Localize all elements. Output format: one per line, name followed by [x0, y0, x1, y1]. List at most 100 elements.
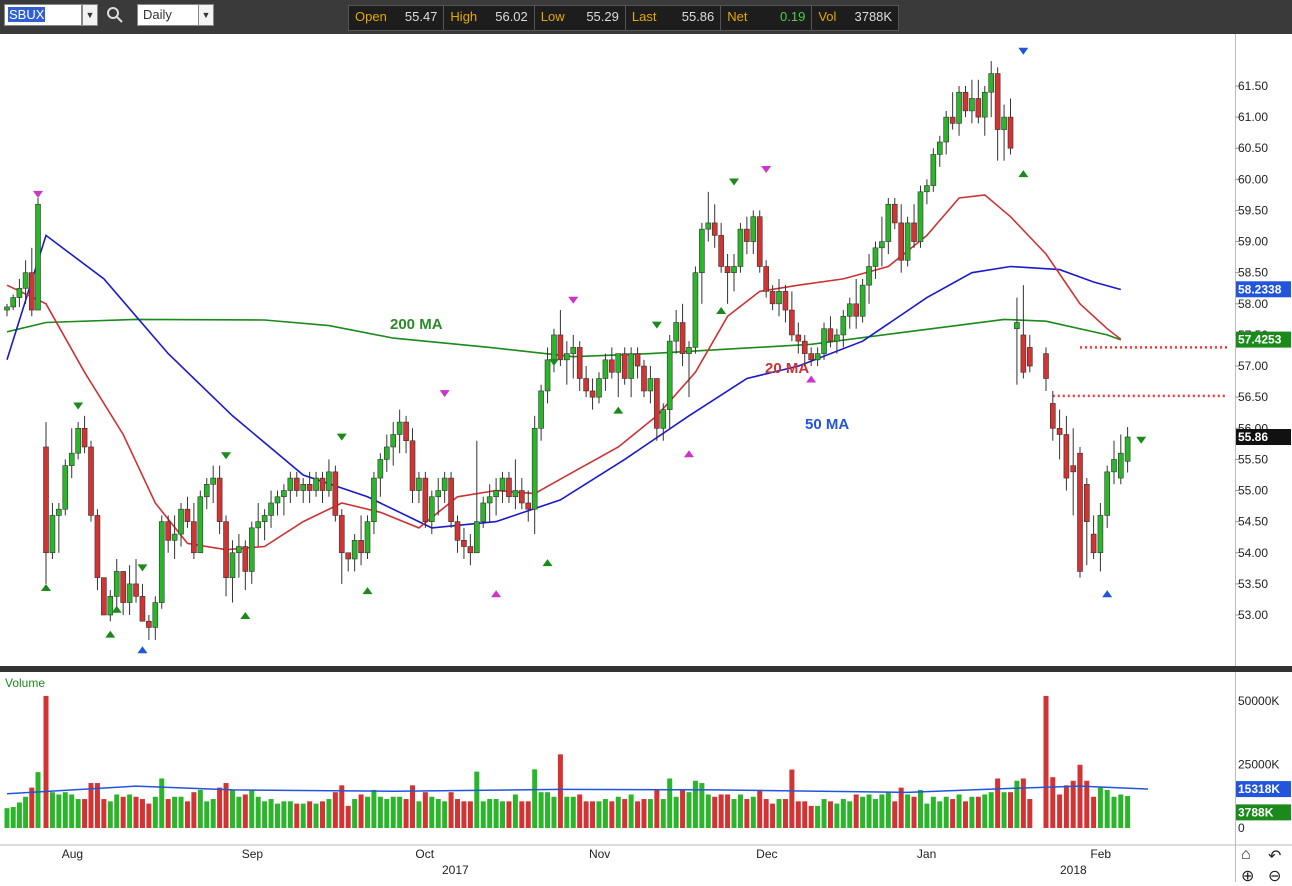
volume-bar [1111, 796, 1117, 828]
candle-body [615, 353, 622, 373]
price-tick-label: 56.50 [1238, 390, 1268, 404]
last-price-label: 55.86 [1238, 430, 1268, 444]
candle-body [184, 508, 191, 522]
candle-body [808, 353, 814, 361]
volume-bar [924, 803, 930, 828]
volume-bar [184, 801, 190, 828]
price-tick-label: 59.50 [1238, 203, 1268, 217]
zoom-out-icon[interactable]: ⊖ [1268, 868, 1282, 885]
candle-body [1020, 334, 1027, 373]
zoom-in-icon[interactable]: ⊕ [1241, 868, 1255, 885]
volume-bar [217, 787, 223, 828]
candle-body [962, 91, 969, 112]
candle-body [576, 347, 583, 379]
candle-body [454, 521, 461, 541]
candle-body [846, 303, 853, 317]
volume-bar [480, 801, 486, 828]
volume-bar [1027, 799, 1033, 828]
candle-body [306, 484, 313, 491]
signal-triangle [651, 321, 662, 329]
volume-bar [982, 794, 988, 828]
quote-net: Net 0.19 [721, 6, 813, 30]
volume-bar [319, 801, 325, 828]
volume-bar [210, 799, 216, 828]
symbol-dropdown-arrow-icon[interactable]: ▼ [82, 4, 98, 26]
candle-body [165, 521, 171, 541]
volume-bar [101, 799, 107, 828]
volume-bar [686, 792, 692, 828]
volume-bar [1070, 780, 1076, 828]
candle-body [776, 291, 782, 305]
candle-body [679, 322, 686, 354]
period-dropdown-arrow-icon[interactable]: ▼ [198, 4, 214, 26]
undo-icon[interactable]: ↶ [1268, 848, 1282, 865]
ma50-value-label-box [1236, 281, 1291, 298]
volume-bar [692, 780, 698, 828]
volume-bar [69, 794, 75, 828]
candle-body [236, 546, 242, 554]
candle-body [647, 378, 654, 392]
price-tick-label: 55.50 [1238, 452, 1268, 466]
quote-high: High 56.02 [444, 6, 535, 30]
candle-body [801, 340, 808, 354]
period-select[interactable]: Daily [137, 4, 199, 26]
price-tick-label: 57.00 [1238, 359, 1268, 373]
volume-bar [853, 794, 859, 828]
candle-body [891, 203, 898, 224]
volume-bar [628, 794, 634, 828]
volume-bar [898, 787, 904, 828]
candle-body [737, 228, 744, 267]
volume-bar [88, 783, 94, 828]
quote-open: Open 55.47 [349, 6, 445, 30]
candle-body [621, 353, 628, 379]
price-tick-label: 60.50 [1238, 141, 1268, 155]
candle-body [924, 185, 930, 193]
volume-bar [165, 799, 171, 828]
volume-bar [10, 807, 16, 828]
volume-bar [120, 796, 126, 828]
candle-body [1097, 515, 1104, 554]
volume-bar [975, 796, 981, 828]
volume-bar [590, 801, 596, 828]
volume-bar [532, 769, 538, 828]
volume-bar [834, 803, 840, 828]
candle-body [68, 452, 75, 466]
symbol-input[interactable]: SBUX [4, 4, 82, 26]
candle-body [506, 477, 512, 498]
volume-bar [1077, 764, 1083, 828]
volume-bar [821, 799, 827, 828]
home-icon[interactable]: ⌂ [1241, 846, 1251, 863]
volume-bar [191, 792, 197, 828]
signal-triangle [1136, 436, 1147, 444]
candle-body [326, 471, 332, 491]
volume-bar [435, 799, 441, 828]
volume-bar [448, 792, 454, 828]
signal-triangle [439, 390, 450, 398]
volume-bar [358, 794, 364, 828]
search-icon[interactable] [106, 6, 126, 26]
signal-triangle [111, 605, 122, 613]
volume-bar [294, 803, 300, 828]
signal-triangle [73, 402, 84, 410]
candle-body [396, 421, 403, 435]
volume-bar [667, 778, 673, 828]
candle-body [377, 459, 384, 479]
candle-body [718, 235, 724, 267]
price-tick-label: 53.50 [1238, 577, 1268, 591]
year-label: 2018 [1060, 863, 1087, 877]
volume-bar [236, 796, 242, 828]
volume-bar [1043, 695, 1049, 828]
price-axis-line [1235, 34, 1236, 666]
signal-triangle [137, 564, 148, 572]
candle-body [943, 116, 950, 143]
volume-bar [455, 799, 461, 828]
volume-bar [300, 803, 306, 828]
volume-bar [371, 789, 377, 828]
candle-body [512, 490, 519, 498]
signal-triangle [1018, 170, 1029, 178]
ma200-value-label: 57.4253 [1238, 333, 1282, 347]
candle-body [551, 334, 557, 361]
volume-bar [937, 801, 943, 828]
volume-bar [62, 792, 68, 828]
candle-body [853, 303, 859, 317]
